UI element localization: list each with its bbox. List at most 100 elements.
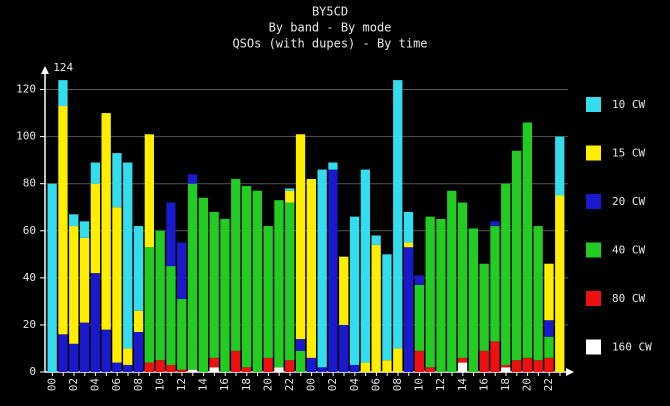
bar-segment [393, 348, 403, 372]
bar-segment [69, 226, 79, 344]
bar-segment [544, 357, 554, 372]
bar-segment [522, 122, 532, 358]
chart-subtitle: QSOs (with dupes) - By time [232, 37, 427, 51]
bar-segment [522, 357, 532, 372]
bar-segment [457, 362, 468, 372]
x-tick-label: 20 [261, 378, 274, 391]
bar-segment [177, 369, 187, 372]
bar-segment [490, 221, 500, 227]
x-tick-label: 04 [348, 378, 361, 392]
bar-segment [155, 360, 165, 372]
bar-segment [177, 299, 187, 370]
bar-segment [414, 275, 424, 285]
bar-segment [490, 341, 500, 372]
bar-segment [457, 357, 468, 363]
x-tick-label: 10 [153, 378, 166, 391]
x-tick-label: 00 [45, 378, 58, 391]
legend-label: 80 CW [612, 292, 645, 305]
bar-segment [317, 169, 327, 368]
bar-segment [112, 153, 122, 208]
bar-segment [544, 336, 554, 358]
bar-segment [349, 364, 360, 372]
x-tick-label: 22 [542, 378, 555, 391]
y-tick-label: 60 [23, 224, 36, 237]
bar-segment [317, 367, 327, 372]
legend-swatch [586, 242, 601, 258]
bar-segment [479, 263, 489, 351]
chart-title: BY5CD [312, 5, 348, 19]
bar-segment [501, 367, 511, 372]
bar-segment [468, 228, 478, 372]
bar-segment [123, 364, 133, 372]
bar-segment [187, 183, 198, 370]
bar-segment [101, 113, 111, 330]
bar-segment [241, 367, 252, 372]
bar-segment [295, 134, 306, 340]
bar-segment [90, 162, 100, 184]
legend-swatch [586, 291, 601, 306]
bar-segment [123, 162, 133, 349]
bar-segment [511, 360, 522, 372]
bar-segment [306, 178, 316, 358]
bar-segment [187, 174, 198, 184]
x-tick-label: 08 [391, 378, 404, 391]
x-tick-label: 04 [89, 378, 102, 392]
y-tick-label: 0 [29, 365, 36, 378]
bar-segment [371, 244, 381, 372]
bar-segment [425, 216, 435, 368]
bar-segment [382, 254, 392, 361]
bar-segment [544, 320, 554, 337]
bar-segment [112, 207, 122, 363]
bar-segment [382, 360, 392, 372]
x-tick-label: 02 [326, 378, 339, 391]
bar-segment [555, 136, 565, 196]
legend-swatch [586, 194, 601, 209]
bar-segment [425, 367, 435, 372]
x-tick-label: 00 [305, 378, 318, 391]
legend-label: 10 CW [612, 98, 645, 111]
bar-segment [403, 247, 414, 372]
bar-segment [285, 188, 295, 191]
bar-segment [58, 80, 68, 107]
legend-label: 20 CW [612, 195, 645, 208]
x-tick-label: 12 [434, 378, 447, 391]
x-tick-label: 14 [456, 378, 469, 392]
bar-segment [144, 134, 154, 248]
bar-segment [447, 190, 457, 372]
bar-segment [123, 348, 133, 365]
bar-segment [220, 219, 230, 372]
bar-segment [285, 360, 295, 372]
bar-segment [187, 369, 198, 372]
bar-segment [112, 362, 122, 372]
bar-segment [414, 284, 424, 351]
chart-subtitle: By band - By mode [269, 21, 392, 35]
x-tick-label: 14 [197, 378, 210, 392]
x-tick-label: 16 [218, 378, 231, 391]
bar-segment [339, 256, 349, 325]
bar-segment [479, 350, 489, 372]
bar-segment [155, 230, 165, 361]
bar-segment [133, 226, 144, 311]
bar-segment [393, 80, 403, 349]
bar-segment [79, 322, 90, 372]
bar-segment [198, 197, 208, 372]
legend-label: 160 CW [612, 341, 652, 354]
bar-segment [58, 106, 68, 335]
x-tick-label: 10 [413, 378, 426, 391]
bar-segment [90, 183, 100, 274]
y-tick-label: 100 [16, 130, 36, 143]
bar-segment [490, 226, 500, 342]
bar-segment [231, 178, 241, 351]
bar-segment [144, 362, 154, 372]
bar-segment [339, 324, 349, 372]
y-tick-label: 120 [16, 83, 36, 96]
legend-swatch [586, 145, 601, 161]
bar-segment [360, 362, 370, 372]
bar-segment [263, 226, 273, 358]
bar-segment [436, 219, 446, 372]
bar-segment [511, 150, 522, 361]
bar-segment [209, 357, 219, 368]
bar-segment [360, 169, 370, 363]
bar-segment [58, 334, 68, 372]
bar-segment [79, 221, 90, 238]
